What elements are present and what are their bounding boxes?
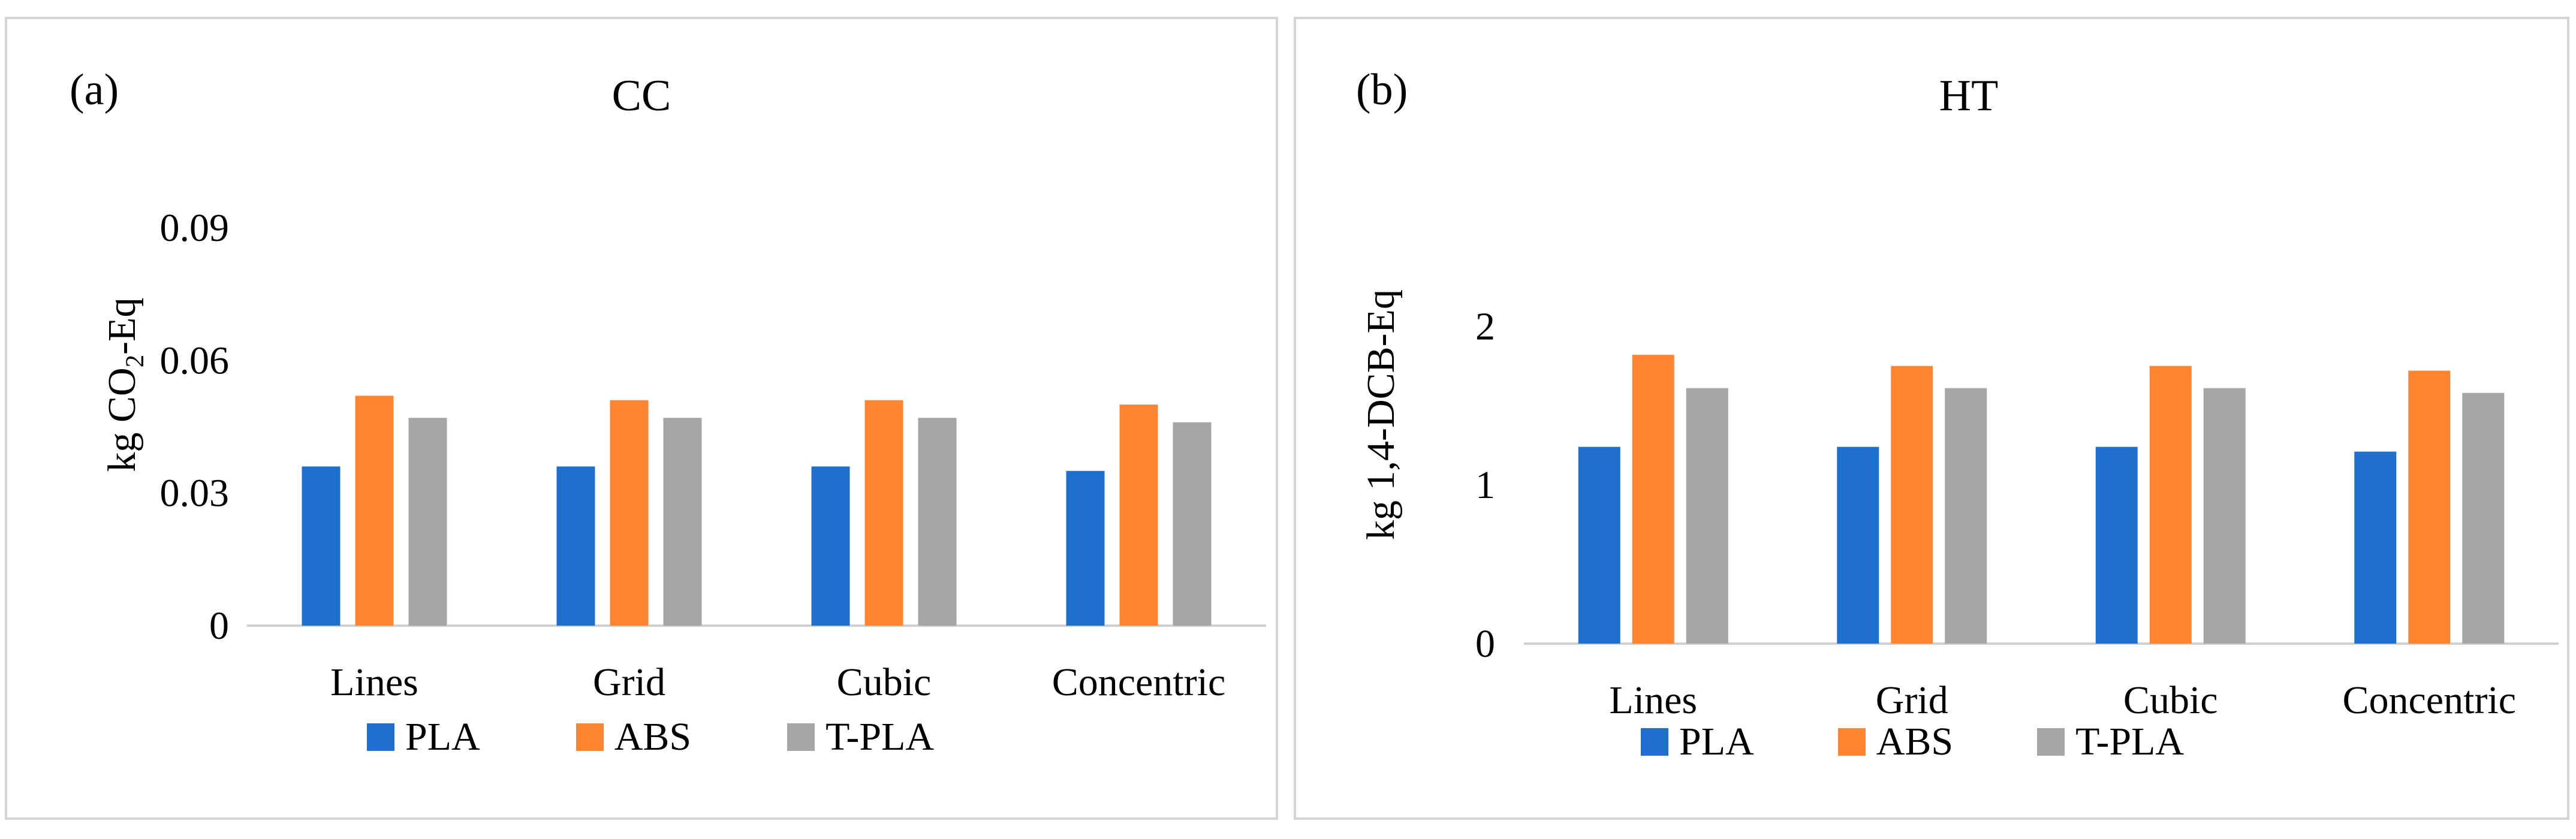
legend-label: PLA — [405, 715, 480, 759]
y-tick-label: 0.06 — [160, 339, 230, 382]
bar-abs-concentric — [1119, 405, 1158, 626]
bar-abs-concentric — [2408, 370, 2451, 644]
category-label: Grid — [593, 660, 665, 704]
y-tick-label: 1 — [1475, 463, 1495, 507]
panel-letter-b: (b) — [1356, 65, 1408, 114]
bar-t-pla-cubic — [2203, 388, 2246, 644]
legend-item: T-PLA — [2037, 719, 2184, 765]
y-tick-label: 2 — [1475, 304, 1495, 348]
legend-swatch — [787, 723, 815, 751]
chart-title-a: CC — [611, 71, 671, 120]
legend-swatch — [576, 723, 604, 751]
bar-pla-concentric — [2354, 451, 2397, 644]
bar-pla-lines — [302, 466, 341, 626]
legend-item: ABS — [1837, 719, 1954, 765]
chart-title-b: HT — [1939, 71, 1999, 120]
legend-swatch — [367, 723, 394, 751]
category-label: Lines — [1609, 678, 1697, 722]
legend-item: T-PLA — [787, 714, 934, 760]
bar-abs-cubic — [2149, 366, 2192, 644]
bar-abs-cubic — [864, 400, 903, 626]
bar-chart-a: 0 0.03 0.06 0.09 Lines Grid Cubic Concentric — [160, 206, 1266, 704]
category-label: Cubic — [2123, 678, 2218, 722]
bar-abs-lines — [355, 396, 394, 626]
legend-label: ABS — [614, 715, 692, 759]
y-tick-label: 0.09 — [160, 206, 230, 250]
legend-swatch — [2037, 728, 2065, 756]
legend-a: PLA ABS T-PLA — [367, 714, 934, 760]
legend-label: PLA — [1679, 720, 1754, 763]
legend-label: T-PLA — [825, 715, 934, 759]
panel-letter-a: (a) — [70, 65, 119, 114]
bar-abs-lines — [1632, 355, 1674, 644]
legend-swatch — [1641, 728, 1668, 756]
legend-label: T-PLA — [2075, 720, 2184, 763]
bar-t-pla-lines — [408, 418, 447, 626]
bar-t-pla-grid — [1945, 388, 1987, 644]
y-tick-label: 0 — [1475, 622, 1495, 666]
category-label: Lines — [330, 660, 418, 704]
bar-t-pla-concentric — [1173, 422, 1212, 626]
category-label: Cubic — [837, 660, 932, 704]
chart-panel-a: (a) CC kg CO2-Eq 0 0.03 0.06 0.09 Lines Grid C… — [5, 17, 1278, 820]
y-tick-label: 0.03 — [160, 472, 230, 515]
legend-label: ABS — [1876, 720, 1954, 763]
bar-t-pla-lines — [1686, 388, 1728, 644]
y-tick-label: 0 — [209, 604, 229, 648]
bar-t-pla-grid — [663, 418, 702, 626]
category-label: Grid — [1876, 678, 1948, 722]
bar-pla-grid — [1837, 446, 1879, 644]
bar-pla-cubic — [811, 466, 850, 626]
bar-abs-grid — [610, 400, 649, 626]
legend-item: PLA — [1641, 719, 1754, 765]
legend-item: ABS — [576, 714, 691, 760]
bar-t-pla-concentric — [2462, 393, 2505, 644]
chart-panel-b: (b) HT kg 1,4-DCB-Eq 0 1 2 Lines Grid Cubic Co… — [1294, 17, 2569, 820]
bar-pla-concentric — [1066, 470, 1105, 626]
bar-chart-b: 0 1 2 Lines Grid Cubic Concentric — [1475, 304, 2559, 722]
bar-pla-grid — [556, 466, 595, 626]
category-label: Concentric — [2342, 678, 2516, 722]
category-label: Concentric — [1052, 660, 1226, 704]
legend-item: PLA — [367, 714, 480, 760]
bar-pla-cubic — [2095, 446, 2138, 644]
legend-b: PLA ABS T-PLA — [1641, 719, 2184, 765]
bar-abs-grid — [1891, 366, 1933, 644]
bar-pla-lines — [1578, 446, 1620, 644]
legend-swatch — [1837, 728, 1866, 756]
bar-t-pla-cubic — [918, 418, 957, 626]
